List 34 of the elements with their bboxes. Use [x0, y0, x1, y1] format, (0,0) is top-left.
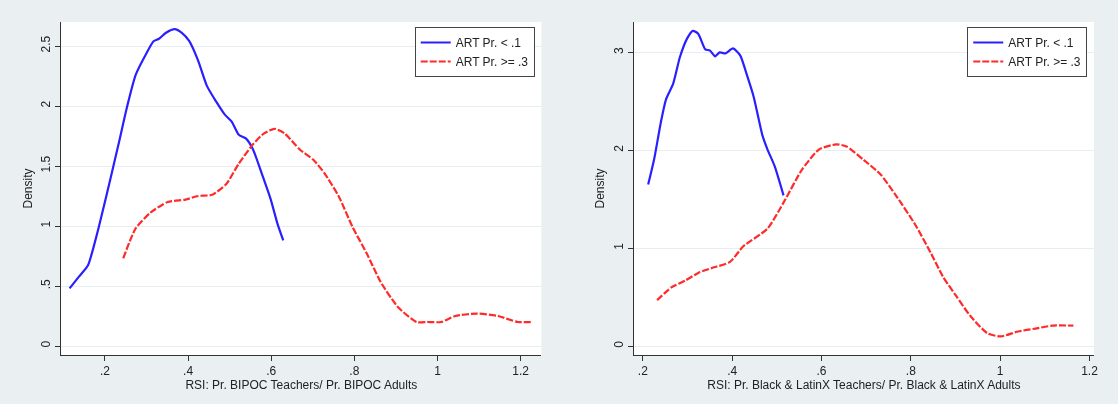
legend-label: ART Pr. < .1 [1008, 36, 1074, 51]
y-tick-label: 2 [39, 100, 54, 108]
legend-label: ART Pr. >= .3 [455, 55, 529, 70]
y-tick-label: 3 [612, 46, 627, 54]
y-tick-label: 1 [39, 220, 54, 228]
x-tick-label: .8 [349, 364, 360, 379]
legend-label: ART Pr. >= .3 [1008, 55, 1081, 70]
y-axis-title: Density [593, 168, 608, 209]
x-tick-label: 1 [996, 364, 1004, 379]
x-tick-label: .2 [99, 364, 111, 379]
line-series [647, 29, 785, 197]
y-tick-label: 1.5 [39, 155, 54, 173]
y-tick-label: 0 [612, 340, 627, 348]
x-axis-title: RSI: Pr. Black & LatinX Teachers/ Pr. Black & LatinX Adults [707, 378, 1021, 393]
y-tick-label: .5 [39, 278, 54, 290]
x-tick-label: 1.2 [1081, 364, 1099, 379]
line-series [68, 28, 285, 290]
legend-label: ART Pr. < .1 [455, 36, 522, 51]
x-tick-label: 1.2 [512, 364, 530, 379]
y-axis-title: Density [20, 168, 35, 209]
y-tick-label: 0 [39, 340, 54, 348]
x-axis-title: RSI: Pr. BIPOC Teachers/ Pr. BIPOC Adults [185, 378, 418, 393]
x-tick-label: .8 [905, 364, 917, 379]
line-series [122, 127, 533, 324]
x-tick-label: .4 [727, 364, 738, 379]
x-tick-label: .4 [183, 364, 194, 379]
x-tick-label: .6 [266, 364, 277, 379]
y-tick-label: 2.5 [39, 35, 54, 53]
y-tick-label: 1 [612, 242, 627, 250]
x-tick-label: .2 [637, 364, 649, 379]
line-series [656, 143, 1075, 338]
x-tick-label: 1 [434, 364, 442, 379]
x-tick-label: .6 [816, 364, 827, 379]
y-tick-label: 2 [612, 144, 627, 152]
